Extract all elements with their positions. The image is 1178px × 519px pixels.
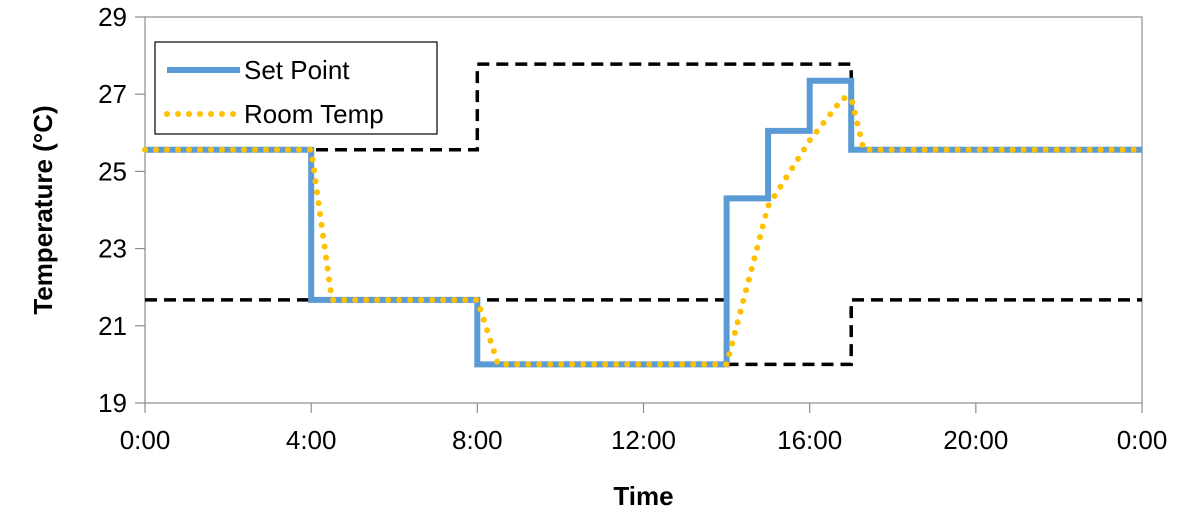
y-tick-label: 27 <box>98 79 127 109</box>
x-tick-label: 8:00 <box>452 425 503 455</box>
x-tick-label: 0:00 <box>1117 425 1168 455</box>
y-tick-label: 25 <box>98 156 127 186</box>
x-tick-label: 20:00 <box>943 425 1008 455</box>
legend: Set Point Room Temp <box>154 41 438 135</box>
series-line-dashed-bound-2 <box>145 62 1142 152</box>
x-tick-label: 16:00 <box>777 425 842 455</box>
legend-label-set-point: Set Point <box>244 55 350 85</box>
x-axis-title: Time <box>613 481 673 511</box>
x-tick-label: 0:00 <box>120 425 171 455</box>
series-line-dashed-bound-3 <box>145 298 1142 367</box>
x-tick-label: 4:00 <box>286 425 337 455</box>
y-tick-label: 29 <box>98 2 127 32</box>
series-layer <box>142 62 1145 368</box>
axis-ticks: 19 21 23 25 27 29 0:00 4:00 8:00 12:00 16:00 20:00 0… <box>98 2 1167 455</box>
x-tick-label: 12:00 <box>611 425 676 455</box>
series-line-set-point <box>145 77 1142 368</box>
y-tick-label: 23 <box>98 234 127 264</box>
legend-box <box>154 41 438 135</box>
y-tick-label: 19 <box>98 388 127 418</box>
series-line-room-temp <box>142 95 1145 368</box>
y-axis-title: Temperature (°C) <box>28 105 58 314</box>
legend-label-room-temp: Room Temp <box>244 99 384 129</box>
y-tick-label: 21 <box>98 311 127 341</box>
